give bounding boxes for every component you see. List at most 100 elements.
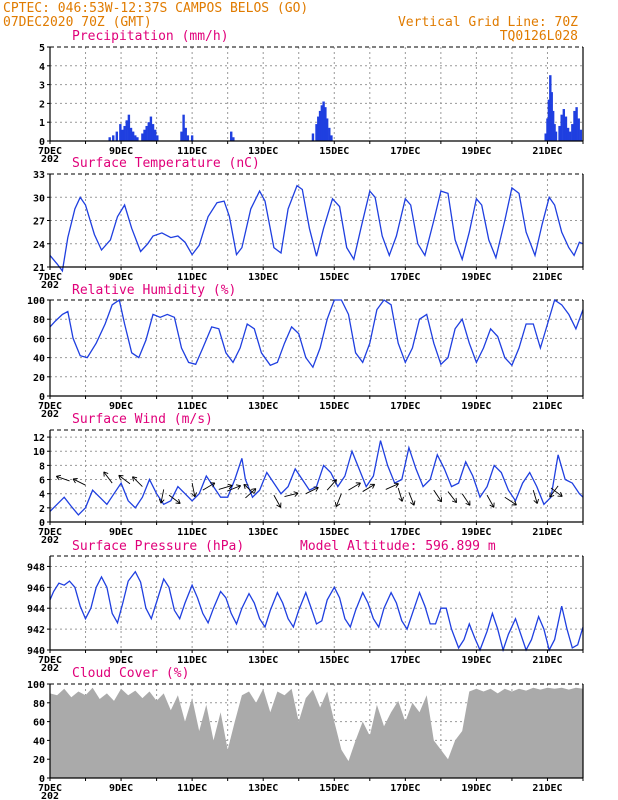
precip-xtick-label: 7DEC — [38, 146, 62, 157]
pressure-xtick-label: 13DEC — [248, 655, 278, 666]
precip-bar — [564, 116, 568, 141]
cloud-ytick-label: 20 — [33, 755, 45, 766]
precip-bar — [330, 135, 333, 141]
temp-ytick-label: 27 — [33, 217, 45, 228]
pressure-ytick-label: 946 — [27, 583, 45, 594]
pressure-extra-label: Model Altitude: 596.899 m — [300, 539, 496, 554]
pressure-xtick-label: 19DEC — [461, 655, 491, 666]
wind-arrow-head — [437, 497, 442, 503]
pressure-xtick-label: 7DEC — [38, 655, 62, 666]
wind-xtick-label: 19DEC — [461, 527, 491, 538]
precip-bar — [125, 120, 128, 141]
precip-bar — [186, 135, 190, 141]
wind-arrow-head — [549, 492, 555, 498]
wind-arrow-head — [191, 492, 197, 498]
precip-bar — [131, 131, 135, 141]
precip-bar — [318, 110, 322, 141]
precip-ytick-label: 5 — [39, 43, 45, 54]
precip-bar — [143, 129, 146, 141]
wind-arrow — [218, 484, 233, 490]
precip-bar — [121, 129, 124, 141]
rh-ytick-label: 80 — [33, 315, 45, 326]
temp-title: Surface Temperature (nC) — [72, 156, 260, 171]
temp-xtick-label: 21DEC — [532, 272, 562, 283]
wind-ytick-label: 8 — [39, 461, 45, 472]
rh-ytick-label: 100 — [27, 296, 45, 307]
cloud-ytick-label: 60 — [33, 718, 45, 729]
temp-xtick-label: 13DEC — [248, 272, 278, 283]
wind-arrow — [118, 475, 131, 485]
wind-arrow — [245, 488, 257, 499]
temp-line — [49, 184, 584, 273]
temp-xtick-label: 9DEC — [109, 272, 133, 283]
wind-arrow-head — [210, 482, 216, 488]
wind-arrow — [326, 479, 337, 491]
pressure-xtick-label: 17DEC — [390, 655, 420, 666]
temp-ytick-label: 21 — [33, 263, 45, 274]
precip-bar — [562, 109, 566, 141]
precip-bar — [180, 131, 183, 141]
pressure-line — [49, 570, 584, 653]
wind-arrow-head — [334, 501, 341, 508]
precip-bar — [547, 99, 551, 141]
precip-ytick-label: 4 — [39, 62, 45, 73]
wind-arrow-head — [293, 491, 299, 497]
cloud-ytick-label: 80 — [33, 699, 45, 710]
precip-xtick-label: 15DEC — [319, 146, 349, 157]
wind-arrow-head — [103, 471, 109, 477]
pressure-xtick-label: 15DEC — [319, 655, 349, 666]
wind-arrow — [202, 482, 216, 491]
wind-arrow — [385, 483, 399, 490]
wind-arrow-head — [227, 483, 233, 490]
precip-bar — [317, 116, 320, 141]
wind-arrow-head — [118, 474, 124, 480]
temp-xtick-label: 15DEC — [319, 272, 349, 283]
wind-arrow-head — [369, 483, 376, 489]
precip-bar — [573, 110, 576, 141]
header-run-id: TQ0126L028 — [500, 29, 578, 44]
wind-arrow — [72, 478, 86, 486]
wind-ytick-label: 2 — [39, 504, 45, 515]
rh-xtick-label: 9DEC — [109, 401, 133, 412]
wind-arrow — [348, 482, 361, 491]
rh-xtick-label: 17DEC — [390, 401, 420, 412]
wind-arrow-head — [331, 479, 337, 485]
wind-arrow-head — [313, 486, 319, 492]
wind-arrow — [532, 490, 538, 504]
wind-xtick-label: 17DEC — [390, 527, 420, 538]
wind-arrow — [160, 489, 165, 504]
wind-arrow-head — [511, 500, 517, 506]
precip-xtick-label: 17DEC — [390, 146, 420, 157]
rh-ytick-label: 40 — [33, 354, 45, 365]
rh-ytick-label: 20 — [33, 373, 45, 384]
wind-ytick-label: 0 — [39, 518, 45, 529]
precip-bar — [232, 137, 235, 141]
wind-ytick-label: 6 — [39, 476, 45, 487]
precip-ytick-label: 2 — [39, 99, 45, 110]
precip-bar — [149, 116, 153, 141]
precip-bar — [550, 92, 553, 141]
precip-bar — [544, 133, 547, 141]
precip-bar — [320, 105, 324, 141]
precip-bar — [551, 110, 555, 141]
precip-bar — [325, 118, 329, 141]
precip-bar — [127, 114, 131, 141]
wind-arrow — [284, 492, 299, 497]
precip-xtick-label: 21DEC — [532, 146, 562, 157]
pressure-ytick-label: 948 — [27, 562, 45, 573]
wind-arrow — [550, 487, 563, 497]
precip-bar — [549, 75, 552, 141]
precip-bar — [571, 124, 574, 141]
pressure-xtick-label: 21DEC — [532, 655, 562, 666]
cloud-area — [50, 687, 583, 778]
precip-bar — [554, 131, 558, 141]
wind-arrow-head — [55, 474, 62, 481]
precip-bar — [123, 125, 126, 141]
rh-xtick-label: 7DEC — [38, 401, 62, 412]
precip-ytick-label: 1 — [39, 118, 45, 129]
cloud-xtick-label: 17DEC — [390, 783, 420, 794]
precip-bar — [322, 101, 325, 141]
rh-xtick-label: 11DEC — [177, 401, 207, 412]
cloud-ytick-label: 100 — [27, 680, 45, 691]
